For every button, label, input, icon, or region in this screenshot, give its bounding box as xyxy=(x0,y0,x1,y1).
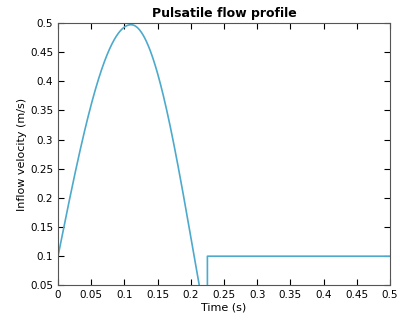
Y-axis label: Inflow velocity (m/s): Inflow velocity (m/s) xyxy=(17,98,27,211)
Title: Pulsatile flow profile: Pulsatile flow profile xyxy=(152,8,296,20)
X-axis label: Time (s): Time (s) xyxy=(201,303,247,313)
